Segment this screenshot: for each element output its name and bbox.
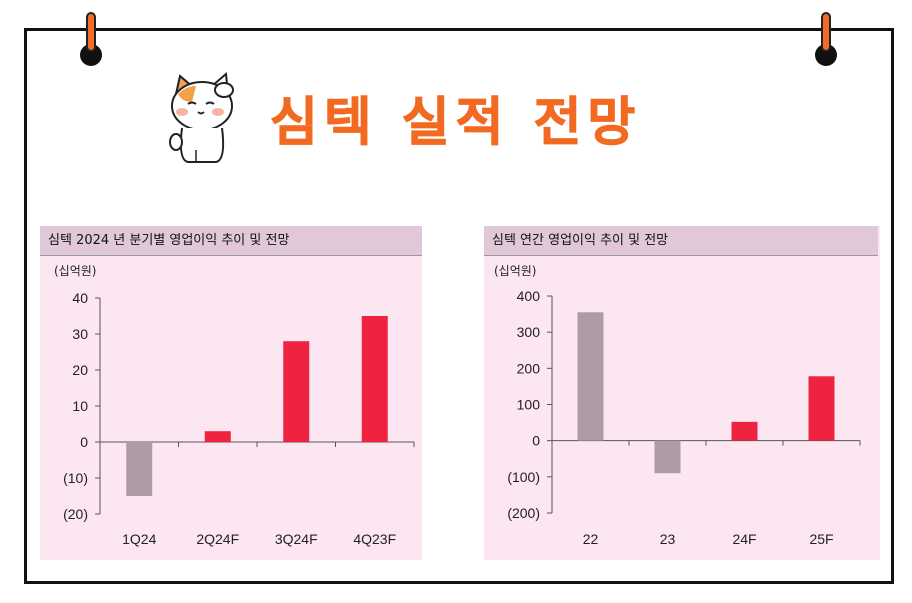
chart-title: 심텍 2024 년 분기별 영업이익 추이 및 전망 bbox=[40, 226, 422, 256]
x-category-label: 25F bbox=[809, 531, 833, 547]
x-category-label: 23 bbox=[660, 531, 676, 547]
y-tick-label: 10 bbox=[72, 398, 88, 414]
chart-unit: (십억원) bbox=[54, 264, 97, 278]
y-tick-label: 400 bbox=[517, 288, 541, 304]
binder-pin-icon bbox=[821, 12, 831, 52]
bar bbox=[126, 442, 153, 496]
y-tick-label: 200 bbox=[517, 360, 541, 376]
bar bbox=[808, 376, 835, 441]
quarterly-operating-profit-chart: 40 30 20 10 0 (10) (20) 1Q24 2Q24F 3Q24F 4Q23F bbox=[63, 290, 415, 547]
x-category-label: 24F bbox=[732, 531, 756, 547]
y-tick-label: 20 bbox=[72, 362, 88, 378]
binder-ring-icon bbox=[80, 44, 102, 66]
annual-chart-panel: 심텍 연간 영업이익 추이 및 전망 (십억원) 400 300 200 100 0 (1… bbox=[484, 226, 880, 560]
y-tick-label: 0 bbox=[532, 433, 540, 449]
y-tick-label: 30 bbox=[72, 326, 88, 342]
bar bbox=[731, 421, 758, 441]
bar bbox=[283, 341, 310, 442]
x-category-label: 3Q24F bbox=[275, 531, 318, 547]
y-tick-label: 300 bbox=[517, 324, 541, 340]
bar bbox=[204, 431, 231, 442]
annual-operating-profit-chart: 400 300 200 100 0 (100) (200) 22 23 24F 25F bbox=[507, 288, 861, 547]
y-tick-label: (20) bbox=[63, 506, 88, 522]
bar bbox=[361, 316, 388, 442]
page-title: 심텍 실적 전망 bbox=[269, 93, 642, 154]
chart-unit: (십억원) bbox=[494, 264, 537, 278]
x-category-label: 1Q24 bbox=[122, 531, 156, 547]
x-category-label: 4Q23F bbox=[353, 531, 396, 547]
y-tick-label: (100) bbox=[507, 469, 540, 485]
x-category-label: 22 bbox=[583, 531, 599, 547]
bar bbox=[577, 312, 604, 441]
saluting-cat-mascot-icon bbox=[169, 72, 234, 163]
y-tick-label: (200) bbox=[507, 505, 540, 521]
bar bbox=[654, 440, 681, 474]
x-category-label: 2Q24F bbox=[196, 531, 239, 547]
binder-pin-icon bbox=[86, 12, 96, 52]
chart-title: 심텍 연간 영업이익 추이 및 전망 bbox=[484, 226, 878, 256]
y-tick-label: (10) bbox=[63, 470, 88, 486]
y-tick-label: 0 bbox=[80, 434, 88, 450]
binder-ring-icon bbox=[815, 44, 837, 66]
quarterly-chart-panel: 심텍 2024 년 분기별 영업이익 추이 및 전망 (십억원) 40 30 20 1… bbox=[40, 226, 422, 560]
y-tick-label: 100 bbox=[517, 397, 541, 413]
y-tick-label: 40 bbox=[72, 290, 88, 306]
